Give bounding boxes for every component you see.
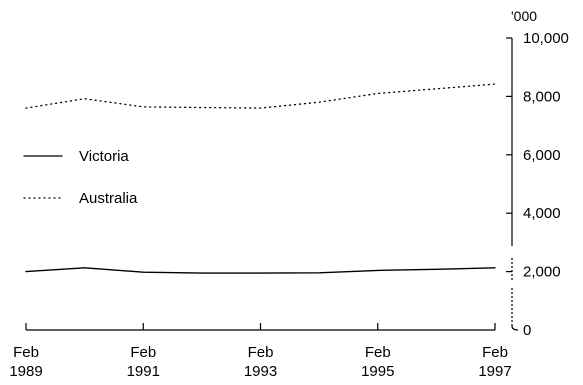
y-tick-label: 8,000 bbox=[523, 88, 561, 105]
x-tick-label-year: 1995 bbox=[361, 363, 394, 380]
x-tick-label-year: 1991 bbox=[127, 363, 160, 380]
y-tick-label: 2,000 bbox=[523, 264, 561, 281]
y-axis-unit-label: '000 bbox=[511, 8, 537, 24]
legend: Victoria Australia bbox=[23, 148, 138, 207]
x-axis: Feb 1989 Feb 1991 Feb 1993 Feb 1995 Feb 1997 bbox=[9, 323, 512, 380]
series-line-australia bbox=[25, 83, 496, 109]
y-tick-label: 4,000 bbox=[523, 205, 561, 222]
series-line-victoria bbox=[25, 267, 496, 274]
y-tick-label: 10,000 bbox=[523, 30, 569, 47]
x-tick-label-year: 1997 bbox=[478, 363, 511, 380]
y-axis-corner bbox=[511, 325, 519, 331]
x-tick-label-month: Feb bbox=[248, 344, 274, 361]
y-tick-label: 6,000 bbox=[523, 147, 561, 164]
y-axis: 0 2,000 4,000 6,000 8,000 10,000 bbox=[506, 30, 569, 339]
x-tick-label-year: 1993 bbox=[244, 363, 277, 380]
x-tick-label-month: Feb bbox=[482, 344, 508, 361]
x-tick-label-month: Feb bbox=[365, 344, 391, 361]
x-tick-label-year: 1989 bbox=[9, 363, 42, 380]
x-tick-label-month: Feb bbox=[130, 344, 156, 361]
y-tick-label: 0 bbox=[523, 322, 531, 339]
x-tick-label-month: Feb bbox=[13, 344, 39, 361]
legend-label-victoria: Victoria bbox=[79, 148, 129, 165]
legend-label-australia: Australia bbox=[79, 190, 138, 207]
series-lines bbox=[25, 83, 496, 274]
